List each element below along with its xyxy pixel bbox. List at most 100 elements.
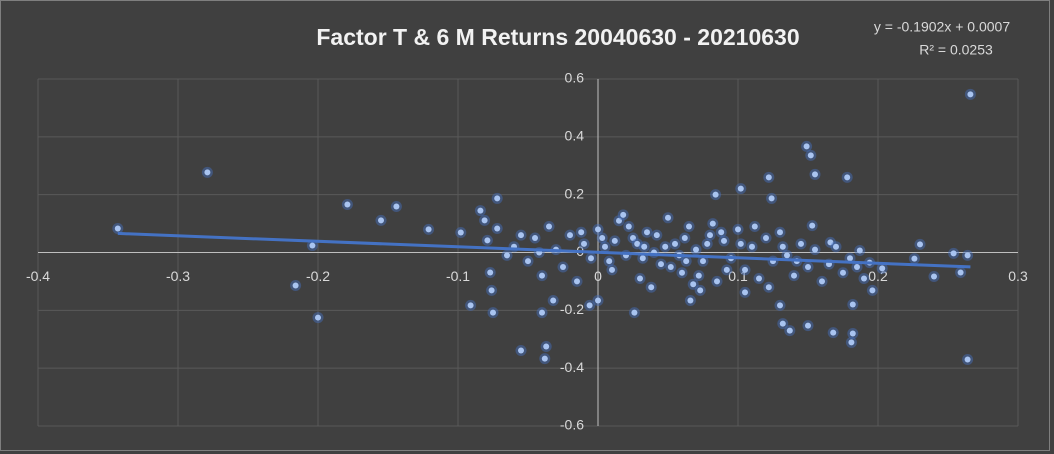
data-point bbox=[683, 258, 690, 265]
x-tick-label: 0.3 bbox=[1008, 268, 1028, 284]
data-point bbox=[911, 255, 918, 262]
data-point bbox=[344, 201, 351, 208]
data-point bbox=[504, 252, 510, 259]
x-tick-label: 0.1 bbox=[728, 268, 748, 284]
data-point bbox=[648, 284, 655, 291]
data-point bbox=[634, 240, 641, 247]
data-point bbox=[488, 287, 495, 294]
data-point bbox=[532, 235, 538, 242]
data-point bbox=[765, 284, 772, 291]
x-tick-label: -0.4 bbox=[26, 268, 50, 284]
data-point bbox=[681, 235, 688, 242]
data-point bbox=[751, 223, 758, 230]
data-point bbox=[721, 237, 727, 244]
data-point bbox=[567, 232, 573, 239]
data-point bbox=[849, 301, 856, 308]
y-tick-label: 0.6 bbox=[565, 70, 585, 86]
y-tick-label: -0.4 bbox=[560, 359, 584, 375]
data-point bbox=[574, 278, 580, 285]
data-point bbox=[917, 241, 923, 248]
data-point bbox=[749, 243, 755, 250]
data-point bbox=[309, 242, 316, 249]
data-point bbox=[830, 329, 837, 336]
data-point bbox=[679, 269, 685, 276]
data-point bbox=[833, 243, 839, 250]
data-point bbox=[539, 309, 545, 316]
x-tick-label: -0.1 bbox=[446, 268, 470, 284]
data-point bbox=[763, 235, 769, 242]
data-point bbox=[487, 269, 494, 276]
data-point bbox=[950, 250, 957, 257]
data-point bbox=[809, 222, 816, 229]
data-point bbox=[693, 246, 699, 253]
data-point bbox=[204, 169, 211, 176]
data-point bbox=[543, 343, 550, 350]
data-point bbox=[425, 226, 432, 233]
data-point bbox=[784, 252, 790, 259]
data-point bbox=[849, 330, 856, 337]
data-point bbox=[964, 356, 971, 363]
data-point bbox=[578, 229, 585, 236]
data-point bbox=[644, 229, 650, 236]
data-point bbox=[595, 297, 601, 304]
data-point bbox=[611, 237, 618, 244]
data-point bbox=[964, 252, 971, 259]
data-point bbox=[879, 265, 886, 272]
data-point bbox=[484, 237, 491, 244]
data-point bbox=[812, 171, 818, 178]
data-point bbox=[315, 314, 321, 321]
data-point bbox=[779, 243, 786, 250]
data-point bbox=[609, 266, 615, 273]
data-point bbox=[707, 232, 713, 239]
x-tick-label: 0.2 bbox=[868, 268, 888, 284]
data-point bbox=[756, 275, 762, 282]
data-point bbox=[848, 339, 855, 346]
data-point bbox=[779, 320, 786, 327]
x-tick-label: 0 bbox=[594, 268, 602, 284]
data-point bbox=[712, 191, 719, 198]
data-point bbox=[931, 273, 937, 280]
data-point bbox=[803, 143, 810, 150]
data-point bbox=[686, 223, 692, 230]
data-point bbox=[714, 278, 720, 285]
data-point bbox=[467, 302, 474, 309]
data-point bbox=[957, 269, 964, 276]
data-point bbox=[777, 229, 783, 236]
data-point bbox=[967, 91, 974, 98]
data-point bbox=[662, 243, 669, 250]
x-tick-label: -0.3 bbox=[166, 268, 190, 284]
data-point bbox=[819, 278, 825, 285]
data-point bbox=[658, 261, 664, 268]
data-point bbox=[606, 258, 613, 265]
data-point bbox=[625, 223, 632, 230]
data-point bbox=[393, 203, 400, 210]
data-point bbox=[602, 243, 608, 250]
data-point bbox=[742, 266, 748, 273]
data-point bbox=[616, 217, 622, 224]
data-point bbox=[525, 258, 531, 265]
data-point bbox=[546, 223, 552, 230]
data-point bbox=[672, 240, 678, 247]
data-point bbox=[697, 287, 704, 294]
chart-title: Factor T & 6 M Returns 20040630 - 202106… bbox=[316, 24, 799, 50]
data-point bbox=[847, 255, 853, 262]
data-point bbox=[856, 247, 863, 254]
data-point bbox=[812, 246, 818, 253]
data-point bbox=[639, 255, 646, 262]
data-point bbox=[786, 327, 793, 334]
data-point bbox=[667, 263, 674, 270]
data-point bbox=[805, 322, 811, 329]
data-point bbox=[620, 211, 627, 218]
data-point bbox=[494, 195, 501, 202]
data-point bbox=[599, 235, 606, 242]
data-point bbox=[494, 225, 501, 232]
data-point bbox=[560, 263, 566, 270]
data-point bbox=[737, 240, 744, 247]
y-tick-label: 0.2 bbox=[565, 185, 585, 201]
data-point bbox=[586, 302, 593, 309]
data-point bbox=[737, 185, 744, 192]
data-point bbox=[114, 225, 121, 232]
